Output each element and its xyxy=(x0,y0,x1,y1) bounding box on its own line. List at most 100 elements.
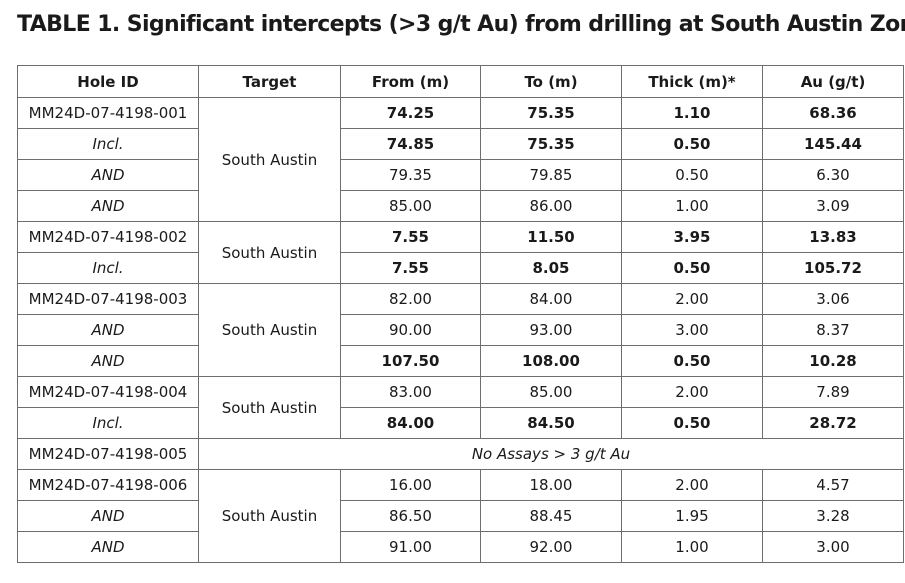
from-cell: 7.55 xyxy=(340,252,481,284)
table-row: MM24D-07-4198-005 No Assays > 3 g/t Au xyxy=(17,438,904,470)
thick-cell: 1.00 xyxy=(621,531,763,563)
table-row: MM24D-07-4198-004 South Austin 83.00 85.… xyxy=(17,376,904,439)
from-cell: 74.85 xyxy=(340,128,481,160)
header-target: Target xyxy=(198,65,341,98)
to-cell: 18.00 xyxy=(480,469,622,501)
thick-cell: 0.50 xyxy=(621,252,763,284)
table-row: AND 79.35 79.85 0.50 6.30 xyxy=(17,159,904,191)
to-cell: 93.00 xyxy=(480,314,622,346)
from-cell: 79.35 xyxy=(340,159,481,191)
to-cell: 11.50 xyxy=(480,221,622,253)
hole-id-cell: Incl. xyxy=(17,407,199,439)
hole-id-cell: Incl. xyxy=(17,252,199,284)
table-row: MM24D-07-4198-003 South Austin 82.00 84.… xyxy=(17,283,904,377)
to-cell: 75.35 xyxy=(480,97,622,129)
table-row: Incl. 84.00 84.50 0.50 28.72 xyxy=(17,407,904,439)
thick-cell: 2.00 xyxy=(621,376,763,408)
target-cell: South Austin xyxy=(198,469,341,563)
table-row: MM24D-07-4198-006 South Austin 16.00 18.… xyxy=(17,469,904,563)
au-cell: 3.06 xyxy=(762,283,904,315)
to-cell: 79.85 xyxy=(480,159,622,191)
hole-id-cell: MM24D-07-4198-002 xyxy=(17,221,199,253)
target-cell: South Austin xyxy=(198,97,341,222)
au-cell: 6.30 xyxy=(762,159,904,191)
hole-id-cell: MM24D-07-4198-004 xyxy=(17,376,199,408)
from-cell: 74.25 xyxy=(340,97,481,129)
no-assays-note: No Assays > 3 g/t Au xyxy=(198,438,904,470)
au-cell: 68.36 xyxy=(762,97,904,129)
table-row: AND 86.50 88.45 1.95 3.28 xyxy=(17,500,904,532)
from-cell: 16.00 xyxy=(340,469,481,501)
table-row: AND 85.00 86.00 1.00 3.09 xyxy=(17,190,904,222)
header-to: To (m) xyxy=(480,65,622,98)
au-cell: 7.89 xyxy=(762,376,904,408)
table-row: AND 91.00 92.00 1.00 3.00 xyxy=(17,531,904,563)
hole-id-cell: AND xyxy=(17,345,199,377)
thick-cell: 0.50 xyxy=(621,128,763,160)
thick-cell: 3.00 xyxy=(621,314,763,346)
thick-cell: 2.00 xyxy=(621,469,763,501)
table-title: TABLE 1. Significant intercepts (>3 g/t … xyxy=(17,12,905,37)
from-cell: 85.00 xyxy=(340,190,481,222)
hole-id-cell: MM24D-07-4198-003 xyxy=(17,283,199,315)
thick-cell: 1.00 xyxy=(621,190,763,222)
table-row: MM24D-07-4198-002 South Austin 7.55 11.5… xyxy=(17,221,904,284)
to-cell: 75.35 xyxy=(480,128,622,160)
thick-cell: 1.10 xyxy=(621,97,763,129)
to-cell: 84.50 xyxy=(480,407,622,439)
from-cell: 86.50 xyxy=(340,500,481,532)
table-row: AND 107.50 108.00 0.50 10.28 xyxy=(17,345,904,377)
hole-id-cell: AND xyxy=(17,190,199,222)
hole-id-cell: AND xyxy=(17,314,199,346)
au-cell: 8.37 xyxy=(762,314,904,346)
to-cell: 84.00 xyxy=(480,283,622,315)
hole-id-cell: Incl. xyxy=(17,128,199,160)
header-hole-id: Hole ID xyxy=(17,65,199,98)
header-au: Au (g/t) xyxy=(762,65,904,98)
hole-id-cell: AND xyxy=(17,159,199,191)
from-cell: 90.00 xyxy=(340,314,481,346)
au-cell: 10.28 xyxy=(762,345,904,377)
to-cell: 86.00 xyxy=(480,190,622,222)
to-cell: 108.00 xyxy=(480,345,622,377)
hole-id-cell: AND xyxy=(17,531,199,563)
target-cell: South Austin xyxy=(198,283,341,377)
table-row: MM24D-07-4198-001 South Austin 74.25 75.… xyxy=(17,97,904,222)
to-cell: 8.05 xyxy=(480,252,622,284)
from-cell: 7.55 xyxy=(340,221,481,253)
thick-cell: 3.95 xyxy=(621,221,763,253)
au-cell: 4.57 xyxy=(762,469,904,501)
target-cell: South Austin xyxy=(198,376,341,439)
thick-cell: 2.00 xyxy=(621,283,763,315)
au-cell: 13.83 xyxy=(762,221,904,253)
from-cell: 107.50 xyxy=(340,345,481,377)
to-cell: 85.00 xyxy=(480,376,622,408)
from-cell: 83.00 xyxy=(340,376,481,408)
hole-id-cell: MM24D-07-4198-005 xyxy=(17,438,199,470)
from-cell: 91.00 xyxy=(340,531,481,563)
thick-cell: 0.50 xyxy=(621,159,763,191)
table-row: Incl. 7.55 8.05 0.50 105.72 xyxy=(17,252,904,284)
from-cell: 82.00 xyxy=(340,283,481,315)
to-cell: 92.00 xyxy=(480,531,622,563)
thick-cell: 0.50 xyxy=(621,345,763,377)
au-cell: 145.44 xyxy=(762,128,904,160)
intercepts-table: Hole ID Target From (m) To (m) Thick (m)… xyxy=(17,65,904,563)
au-cell: 28.72 xyxy=(762,407,904,439)
hole-id-cell: MM24D-07-4198-006 xyxy=(17,469,199,501)
table-row: Incl. 74.85 75.35 0.50 145.44 xyxy=(17,128,904,160)
header-from: From (m) xyxy=(340,65,481,98)
from-cell: 84.00 xyxy=(340,407,481,439)
header-thick: Thick (m)* xyxy=(621,65,763,98)
au-cell: 3.09 xyxy=(762,190,904,222)
thick-cell: 0.50 xyxy=(621,407,763,439)
table-row: AND 90.00 93.00 3.00 8.37 xyxy=(17,314,904,346)
au-cell: 3.00 xyxy=(762,531,904,563)
target-cell: South Austin xyxy=(198,221,341,284)
au-cell: 105.72 xyxy=(762,252,904,284)
header-row: Hole ID Target From (m) To (m) Thick (m)… xyxy=(17,65,904,98)
thick-cell: 1.95 xyxy=(621,500,763,532)
to-cell: 88.45 xyxy=(480,500,622,532)
au-cell: 3.28 xyxy=(762,500,904,532)
hole-id-cell: AND xyxy=(17,500,199,532)
